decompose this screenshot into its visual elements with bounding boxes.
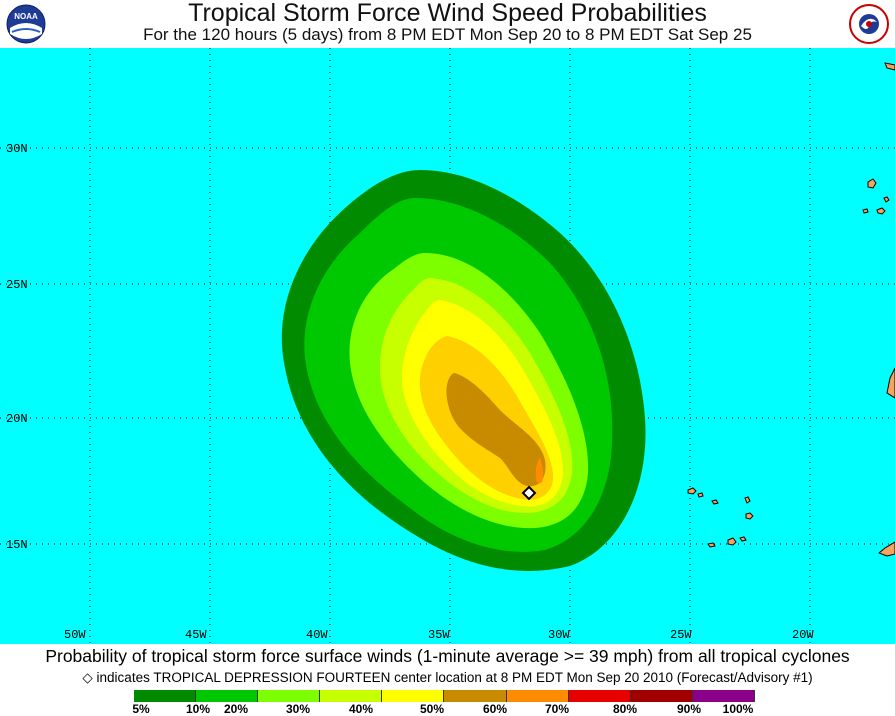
legend-label-90: 90% [676,702,702,716]
storm-note-text: indicates TROPICAL DEPRESSION FOURTEEN c… [96,670,813,685]
legend-swatch-20-30 [258,690,321,702]
legend-swatch-10-20 [196,690,259,702]
lat-label-25n: 25N [6,278,28,292]
legend-label-70: 70% [544,702,570,716]
latitude-labels: 30N 25N 20N 15N [6,142,28,552]
legend-swatch-5-10 [134,690,197,702]
noaa-logo: NOAA [6,4,46,44]
legend-label-100: 100% [722,702,754,716]
legend-label-20: 20% [223,702,249,716]
legend-label-5: 5% [132,702,150,716]
island-cape-verde-2 [697,492,704,498]
lon-label-20w: 20W [792,628,814,642]
island-cape-verde-7 [727,537,737,546]
island-cape-verde-4 [744,496,751,504]
legend-swatch-30-40 [320,690,383,702]
svg-text:NOAA: NOAA [14,12,38,21]
island-azores-3 [876,207,886,215]
probability-map: 30N 25N 20N 15N 50W 45W 40W 35W 30W 25W … [0,48,895,644]
legend-labels: 5% 10% 20% 30% 40% 50% 60% 70% 80% 90% 1… [0,702,895,716]
legend-swatch-70-80 [568,690,631,702]
mainland-senegal [878,541,895,557]
island-cape-verde-5 [745,512,754,520]
lon-label-45w: 45W [185,628,207,642]
longitude-labels: 50W 45W 40W 35W 30W 25W 20W [64,628,814,642]
legend-label-50: 50% [419,702,445,716]
lon-label-30w: 30W [548,628,570,642]
contour-60pct [446,373,546,487]
island-cape-verde-1 [687,487,697,495]
island-cape-verde-8 [739,536,747,542]
page-subtitle: For the 120 hours (5 days) from 8 PM EDT… [143,25,752,44]
footer-description: Probability of tropical storm force surf… [45,646,850,666]
legend-swatch-90-100 [692,690,755,702]
diamond-marker-icon: ◇ [82,670,93,685]
land-masses [687,62,895,557]
nws-logo [849,4,889,44]
lon-label-50w: 50W [64,628,86,642]
legend-swatch-40-50 [382,690,445,702]
island-cape-verde-3 [711,499,719,505]
lat-label-30n: 30N [6,142,28,156]
lat-label-20n: 20N [6,412,28,426]
color-legend [134,690,755,702]
island-azores-4 [883,196,890,203]
contour-70pct [535,458,544,484]
legend-label-60: 60% [482,702,508,716]
legend-label-10: 10% [185,702,211,716]
island-azores-1 [867,178,877,189]
mainland-west-africa [886,367,895,399]
legend-swatch-80-90 [630,690,693,702]
lon-label-40w: 40W [306,628,328,642]
island-cape-verde-6 [707,542,716,548]
footer-storm-note: ◇ indicates TROPICAL DEPRESSION FOURTEEN… [0,670,895,686]
lon-label-35w: 35W [428,628,450,642]
lat-label-15n: 15N [6,538,28,552]
lon-label-25w: 25W [670,628,692,642]
header: NOAA Tropical Storm Force Wind Speed Pro… [0,0,895,48]
island-azores-2 [862,208,869,214]
legend-label-40: 40% [348,702,374,716]
map-canvas: 30N 25N 20N 15N 50W 45W 40W 35W 30W 25W … [0,48,895,644]
legend-swatch-60-70 [506,690,569,702]
diamond-icon [521,485,537,501]
page-title: Tropical Storm Force Wind Speed Probabil… [188,0,707,27]
legend-label-80: 80% [612,702,638,716]
legend-label-30: 30% [285,702,311,716]
probability-contours [281,170,646,571]
mainland-edge [884,62,895,71]
legend-swatch-50-60 [444,690,507,702]
